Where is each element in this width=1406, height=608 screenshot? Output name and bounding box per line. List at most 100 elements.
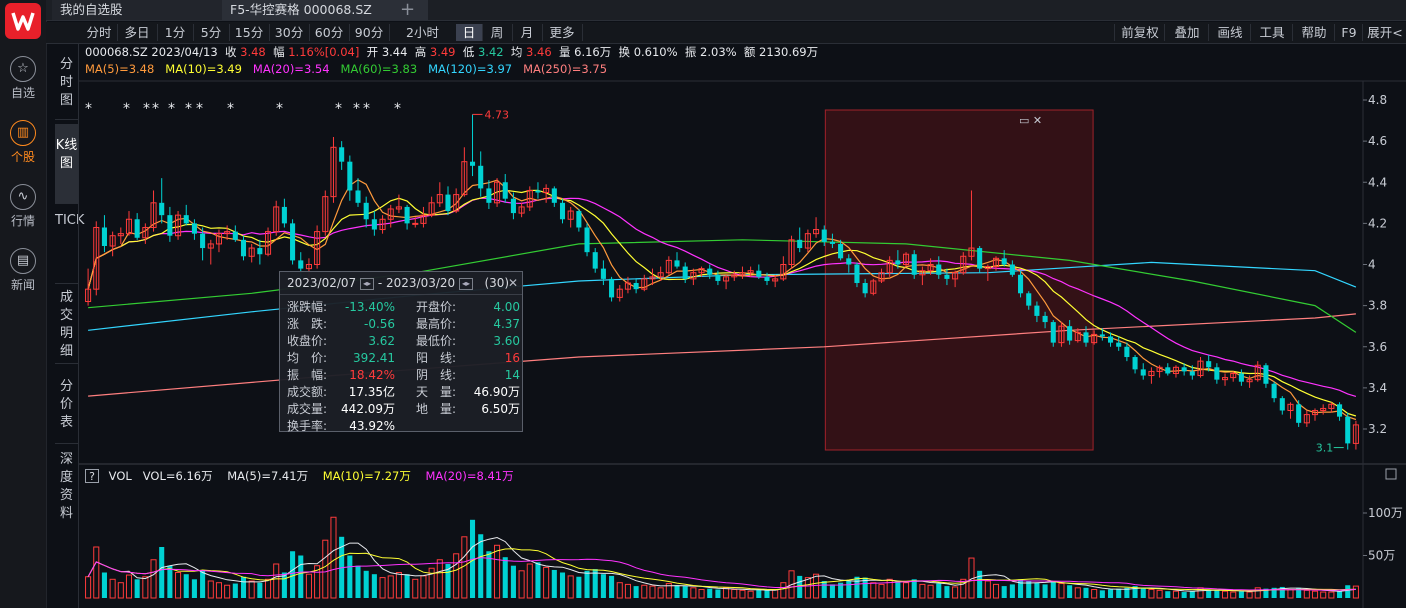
help-button[interactable]: 帮助 — [1292, 24, 1335, 41]
volume-bar — [1165, 591, 1171, 598]
nav-watchlist[interactable]: ☆ 自选 — [0, 56, 46, 101]
stat-value: 46.90万 — [473, 385, 521, 399]
volume-bar — [273, 563, 280, 599]
volume-bar — [567, 575, 574, 599]
event-marker-icon: * — [353, 101, 360, 117]
volume-bar — [600, 574, 606, 598]
period-30min[interactable]: 30分 — [269, 24, 310, 41]
expand-button[interactable]: 展开< — [1362, 24, 1406, 41]
volume-bar — [330, 516, 337, 599]
nav-news[interactable]: ▤ 新闻 — [0, 248, 46, 293]
overlay-button[interactable]: 叠加 — [1164, 24, 1209, 41]
period-90min[interactable]: 90分 — [349, 24, 390, 41]
tools-button[interactable]: 工具 — [1250, 24, 1293, 41]
volume-bar — [690, 587, 697, 599]
avg-value: 3.46 — [526, 45, 552, 59]
stat-value: 4.37 — [493, 317, 521, 331]
volume-bar — [870, 582, 877, 599]
period-1min[interactable]: 1分 — [157, 24, 194, 41]
maximize-icon[interactable]: ▭ — [1019, 114, 1030, 127]
candle-body — [674, 260, 680, 267]
candle-body — [191, 223, 197, 234]
volume-bar — [371, 574, 377, 598]
period-daily[interactable]: 日 — [456, 24, 483, 41]
volume-bar — [1091, 589, 1098, 599]
candle-body — [780, 264, 787, 280]
candle-body — [576, 211, 582, 228]
volume-bar — [1303, 589, 1310, 599]
volume-bar — [1050, 581, 1056, 598]
side-tab-intraday[interactable]: 分时图 — [55, 48, 78, 120]
volume-bar — [494, 544, 501, 599]
add-tab-icon[interactable]: + — [400, 0, 416, 20]
candle-body — [1172, 366, 1179, 374]
candle-body — [1206, 361, 1212, 368]
stat-row: 成交量: 442.09万 — [287, 401, 395, 418]
volume-bar — [952, 586, 959, 599]
candle-body — [453, 194, 460, 212]
volume-bar — [240, 576, 247, 598]
stat-value: 6.50万 — [481, 402, 521, 416]
volume-bar — [1099, 590, 1105, 598]
period-intraday[interactable]: 分时 — [81, 24, 118, 41]
period-15min[interactable]: 15分 — [229, 24, 270, 41]
period-monthly[interactable]: 月 — [512, 24, 543, 41]
range-header: 2023/02/07 ◂▸ - 2023/03/20 ◂▸ (30) ✕ — [280, 272, 522, 295]
stat-label: 涨跌幅: — [287, 300, 328, 314]
tab-watchlist[interactable]: 我的自选股 — [52, 0, 222, 20]
candle-body — [854, 264, 860, 284]
volume-bar — [428, 567, 435, 599]
volume-bar — [707, 588, 713, 598]
range-start-stepper-icon[interactable]: ◂▸ — [360, 277, 374, 290]
candle-body — [1026, 293, 1032, 306]
candle-body — [886, 259, 893, 274]
candle-body — [707, 268, 713, 275]
candle-body — [797, 239, 803, 249]
side-tab-price-table[interactable]: 分价表 — [55, 368, 78, 444]
help-icon[interactable]: ? — [85, 469, 99, 483]
volume-bar — [183, 574, 189, 598]
volume-bar — [298, 555, 304, 598]
volume-bar — [804, 577, 811, 599]
candle-body — [1067, 326, 1073, 341]
ma20-label: MA(20)=3.54 — [252, 62, 330, 76]
volume-bar — [592, 569, 598, 598]
candle-body — [551, 188, 557, 203]
candle-body — [1254, 364, 1261, 381]
volume-bar — [1067, 585, 1073, 598]
volume-bar — [142, 576, 149, 599]
adjust-forward-button[interactable]: 前复权 — [1114, 24, 1165, 41]
volume-bar — [813, 573, 820, 599]
candle-body — [404, 206, 410, 224]
range-end-stepper-icon[interactable]: ◂▸ — [459, 277, 473, 290]
nav-market[interactable]: ∿ 行情 — [0, 184, 46, 229]
candle-body — [150, 202, 157, 228]
volume-bar — [1034, 582, 1040, 598]
period-weekly[interactable]: 周 — [482, 24, 513, 41]
change-value: 1.16%[0.04] — [288, 45, 360, 59]
nav-stock[interactable]: ▥ 个股 — [0, 120, 46, 165]
period-multiday[interactable]: 多日 — [117, 24, 158, 41]
period-60min[interactable]: 60分 — [309, 24, 350, 41]
volume-bar — [878, 583, 885, 599]
f9-button[interactable]: F9 — [1334, 24, 1363, 41]
side-tab-kline[interactable]: K线图 — [55, 124, 78, 204]
volume-bar — [747, 590, 754, 599]
side-tab-tick[interactable]: TICK — [55, 208, 84, 284]
tab-stock-detail[interactable]: F5-华控赛格 000068.SZ — [222, 0, 428, 20]
side-tab-f10[interactable]: 深度资料 — [55, 448, 78, 528]
vol-ma20: MA(20)=8.41万 — [425, 469, 514, 483]
volume-bar — [764, 590, 770, 598]
close-value: 3.48 — [240, 45, 266, 59]
volume-bar — [1214, 590, 1220, 598]
period-5min[interactable]: 5分 — [193, 24, 230, 41]
nav-label: 行情 — [10, 214, 35, 228]
close-icon[interactable]: ✕ — [507, 276, 518, 290]
side-tab-trades[interactable]: 成交明细 — [55, 288, 78, 364]
candle-body — [633, 283, 639, 290]
period-more[interactable]: 更多 — [542, 24, 583, 41]
draw-line-button[interactable]: 画线 — [1208, 24, 1251, 41]
candle-body — [1074, 331, 1081, 342]
close-icon[interactable]: ✕ — [1032, 114, 1043, 127]
